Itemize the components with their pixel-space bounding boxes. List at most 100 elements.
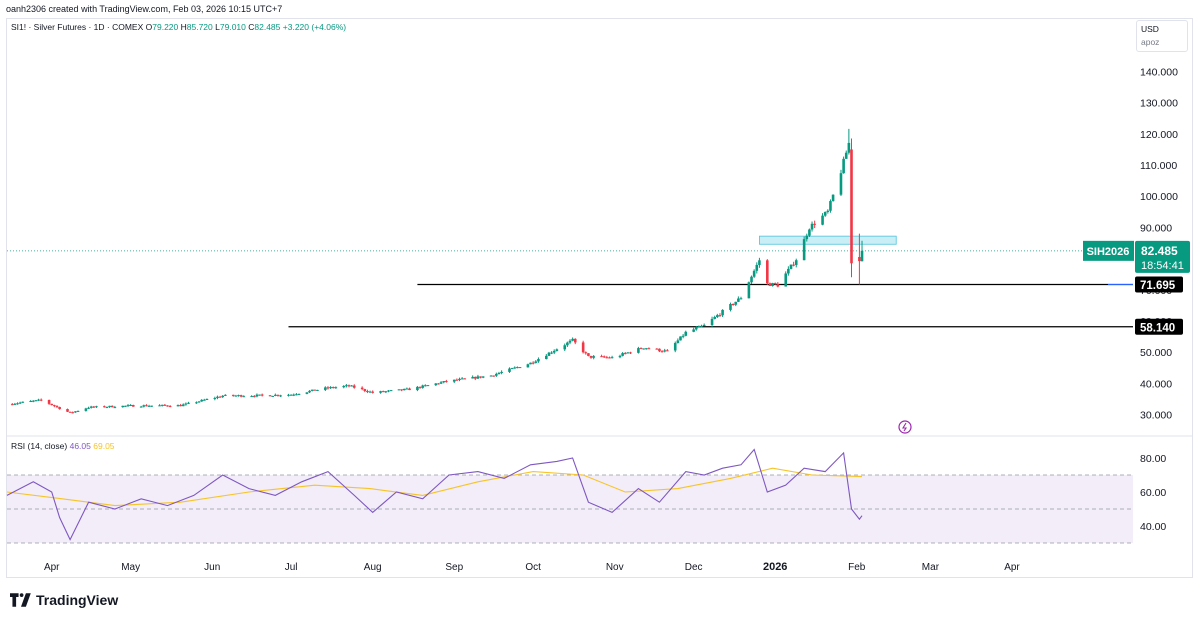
candle[interactable] bbox=[131, 405, 135, 407]
candle[interactable] bbox=[345, 385, 348, 387]
candle[interactable] bbox=[195, 402, 198, 404]
candle[interactable] bbox=[250, 396, 253, 398]
candle[interactable] bbox=[518, 367, 522, 369]
candle[interactable] bbox=[747, 282, 751, 299]
candle[interactable] bbox=[297, 393, 301, 395]
candle[interactable] bbox=[434, 383, 438, 386]
candle[interactable] bbox=[258, 394, 261, 396]
candle[interactable] bbox=[95, 406, 98, 408]
candle[interactable] bbox=[68, 411, 72, 413]
candle[interactable] bbox=[626, 352, 630, 354]
candle[interactable] bbox=[600, 356, 603, 358]
candle[interactable] bbox=[379, 391, 382, 393]
candle[interactable] bbox=[255, 394, 259, 397]
candle[interactable] bbox=[452, 379, 456, 382]
candle[interactable] bbox=[50, 403, 54, 406]
candle[interactable] bbox=[789, 264, 793, 269]
candle[interactable] bbox=[47, 400, 51, 404]
candle[interactable] bbox=[231, 394, 235, 396]
candle[interactable] bbox=[16, 403, 19, 405]
candle[interactable] bbox=[847, 142, 851, 153]
candle[interactable] bbox=[271, 395, 275, 397]
candle[interactable] bbox=[158, 405, 161, 407]
candle[interactable] bbox=[792, 264, 795, 266]
candle[interactable] bbox=[37, 399, 40, 401]
last-price-tag[interactable] bbox=[1135, 240, 1190, 273]
candle[interactable] bbox=[418, 386, 422, 388]
candle[interactable] bbox=[805, 235, 809, 240]
candle[interactable] bbox=[121, 405, 125, 408]
candle[interactable] bbox=[587, 353, 590, 356]
candle[interactable] bbox=[802, 239, 806, 261]
candle[interactable] bbox=[76, 410, 80, 412]
candle[interactable] bbox=[510, 368, 514, 370]
candle[interactable] bbox=[618, 355, 622, 358]
candle[interactable] bbox=[34, 400, 38, 402]
candle[interactable] bbox=[305, 392, 309, 394]
candle[interactable] bbox=[729, 303, 732, 310]
candle[interactable] bbox=[831, 194, 835, 202]
candle[interactable] bbox=[53, 405, 56, 407]
candle[interactable] bbox=[508, 368, 511, 372]
candle[interactable] bbox=[295, 394, 298, 396]
candle[interactable] bbox=[113, 407, 117, 409]
resistance-zone[interactable] bbox=[759, 235, 897, 245]
candle[interactable] bbox=[147, 405, 151, 407]
candle[interactable] bbox=[813, 223, 816, 225]
candle[interactable] bbox=[473, 376, 477, 379]
candle[interactable] bbox=[810, 223, 814, 230]
candle[interactable] bbox=[784, 273, 788, 287]
candle[interactable] bbox=[581, 342, 585, 353]
candle[interactable] bbox=[568, 340, 572, 343]
level-tag[interactable] bbox=[1135, 318, 1183, 335]
candle[interactable] bbox=[605, 357, 609, 359]
candle[interactable] bbox=[184, 403, 188, 405]
candle[interactable] bbox=[637, 348, 640, 353]
candle[interactable] bbox=[471, 376, 474, 379]
event-icon[interactable] bbox=[898, 420, 912, 434]
candle[interactable] bbox=[850, 149, 853, 264]
candle[interactable] bbox=[545, 355, 548, 360]
candle[interactable] bbox=[352, 385, 356, 388]
candle[interactable] bbox=[163, 404, 167, 406]
candle[interactable] bbox=[221, 395, 225, 397]
candle[interactable] bbox=[87, 407, 90, 409]
candle[interactable] bbox=[860, 250, 864, 262]
candle[interactable] bbox=[655, 348, 659, 350]
candle[interactable] bbox=[187, 402, 190, 404]
candle[interactable] bbox=[29, 401, 32, 403]
candle[interactable] bbox=[495, 373, 498, 376]
candle[interactable] bbox=[829, 201, 832, 211]
candle[interactable] bbox=[644, 348, 648, 350]
candle[interactable] bbox=[139, 406, 143, 408]
candle[interactable] bbox=[676, 340, 680, 343]
candle[interactable] bbox=[108, 405, 111, 407]
candle[interactable] bbox=[737, 298, 740, 302]
candle[interactable] bbox=[326, 387, 330, 389]
candle[interactable] bbox=[794, 260, 798, 265]
candle[interactable] bbox=[71, 412, 75, 414]
candle[interactable] bbox=[679, 336, 682, 341]
candle[interactable] bbox=[150, 405, 153, 407]
candle[interactable] bbox=[260, 394, 264, 396]
candle[interactable] bbox=[32, 400, 35, 402]
candle[interactable] bbox=[347, 385, 351, 387]
candle[interactable] bbox=[584, 352, 588, 354]
symbol-legend[interactable]: SI1! · Silver Futures · 1D · COMEX O79.2… bbox=[11, 22, 346, 32]
level-tag[interactable] bbox=[1135, 276, 1183, 293]
ticker-tag[interactable] bbox=[1083, 240, 1134, 261]
candle[interactable] bbox=[310, 389, 314, 391]
candle[interactable] bbox=[216, 396, 219, 398]
candle[interactable] bbox=[58, 407, 61, 410]
candle[interactable] bbox=[205, 398, 209, 400]
candle[interactable] bbox=[197, 401, 201, 403]
candle[interactable] bbox=[681, 335, 685, 337]
candle[interactable] bbox=[18, 402, 22, 404]
candle[interactable] bbox=[458, 378, 461, 381]
candle[interactable] bbox=[126, 405, 130, 407]
candle[interactable] bbox=[639, 348, 643, 350]
candle[interactable] bbox=[610, 357, 614, 359]
candle[interactable] bbox=[145, 405, 148, 407]
candle[interactable] bbox=[563, 345, 567, 350]
candle[interactable] bbox=[408, 388, 411, 391]
